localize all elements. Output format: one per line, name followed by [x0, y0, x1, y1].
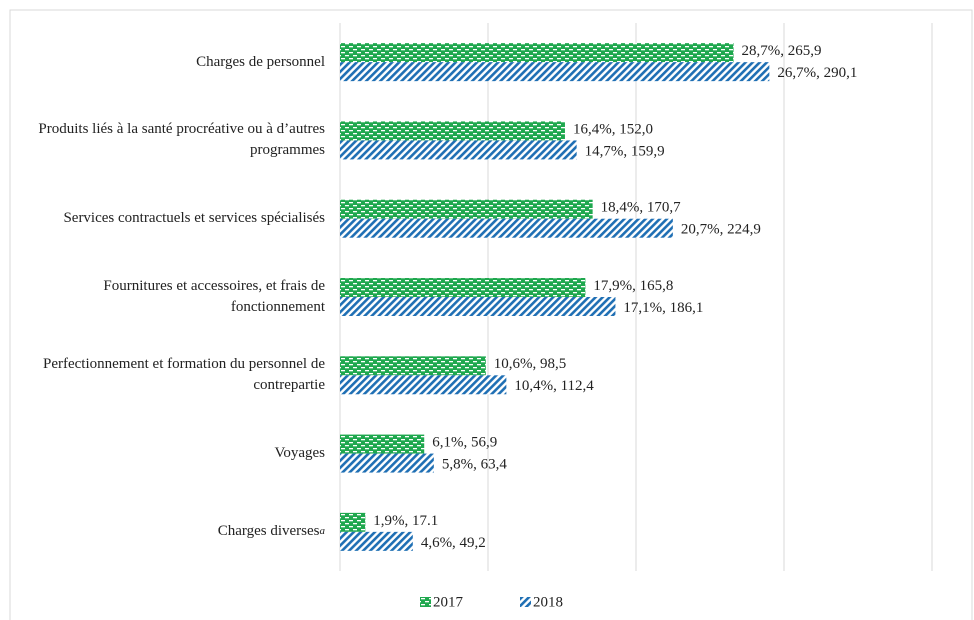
- data-label: 6,1%, 56,9: [432, 435, 497, 451]
- bar: [340, 297, 616, 316]
- legend-label: 2018: [533, 594, 563, 610]
- category-label: Charges diverses: [217, 523, 320, 540]
- footnote-marker: a: [319, 525, 326, 538]
- bar: [340, 278, 586, 297]
- category-label: Charges de personnel: [196, 53, 325, 70]
- category-label: Produits liés à la santé procréative ou …: [38, 121, 325, 159]
- data-label: 17,9%, 165,8: [593, 278, 673, 294]
- bar: [340, 531, 413, 551]
- data-label: 5,8%, 63,4: [442, 457, 507, 473]
- data-label: 16,4%, 152,0: [573, 121, 653, 137]
- bar: [340, 43, 734, 63]
- legend-label: 2017: [433, 594, 464, 610]
- data-label: 10,6%, 98,5: [494, 356, 567, 372]
- legend-swatch: [420, 597, 431, 607]
- data-label: 20,7%, 224,9: [681, 222, 761, 238]
- bar: [340, 121, 565, 141]
- data-label: 14,7%, 159,9: [585, 143, 665, 159]
- data-label: 18,4%, 170,7: [601, 200, 681, 216]
- bar: [340, 356, 486, 376]
- bar: [340, 512, 366, 532]
- category-label: Voyages: [274, 445, 325, 462]
- legend-swatch: [520, 597, 531, 607]
- bar: [340, 62, 770, 82]
- bar: [340, 453, 434, 473]
- bar: [340, 434, 425, 454]
- data-label: 28,7%, 265,9: [742, 43, 822, 59]
- data-label: 17,1%, 186,1: [623, 300, 703, 316]
- data-label: 1,9%, 17.1: [373, 513, 438, 529]
- data-label: 10,4%, 112,4: [514, 378, 594, 394]
- category-label: Perfectionnement et formation du personn…: [43, 356, 325, 394]
- data-label: 4,6%, 49,2: [421, 535, 486, 551]
- category-label: Services contractuels et services spécia…: [63, 210, 325, 227]
- category-label: Fournitures et accessoires, et frais de …: [103, 277, 325, 315]
- bar: [340, 199, 593, 219]
- data-label: 26,7%, 290,1: [777, 65, 857, 81]
- bar: [340, 218, 673, 238]
- bar: [340, 140, 577, 160]
- bar: [340, 375, 507, 395]
